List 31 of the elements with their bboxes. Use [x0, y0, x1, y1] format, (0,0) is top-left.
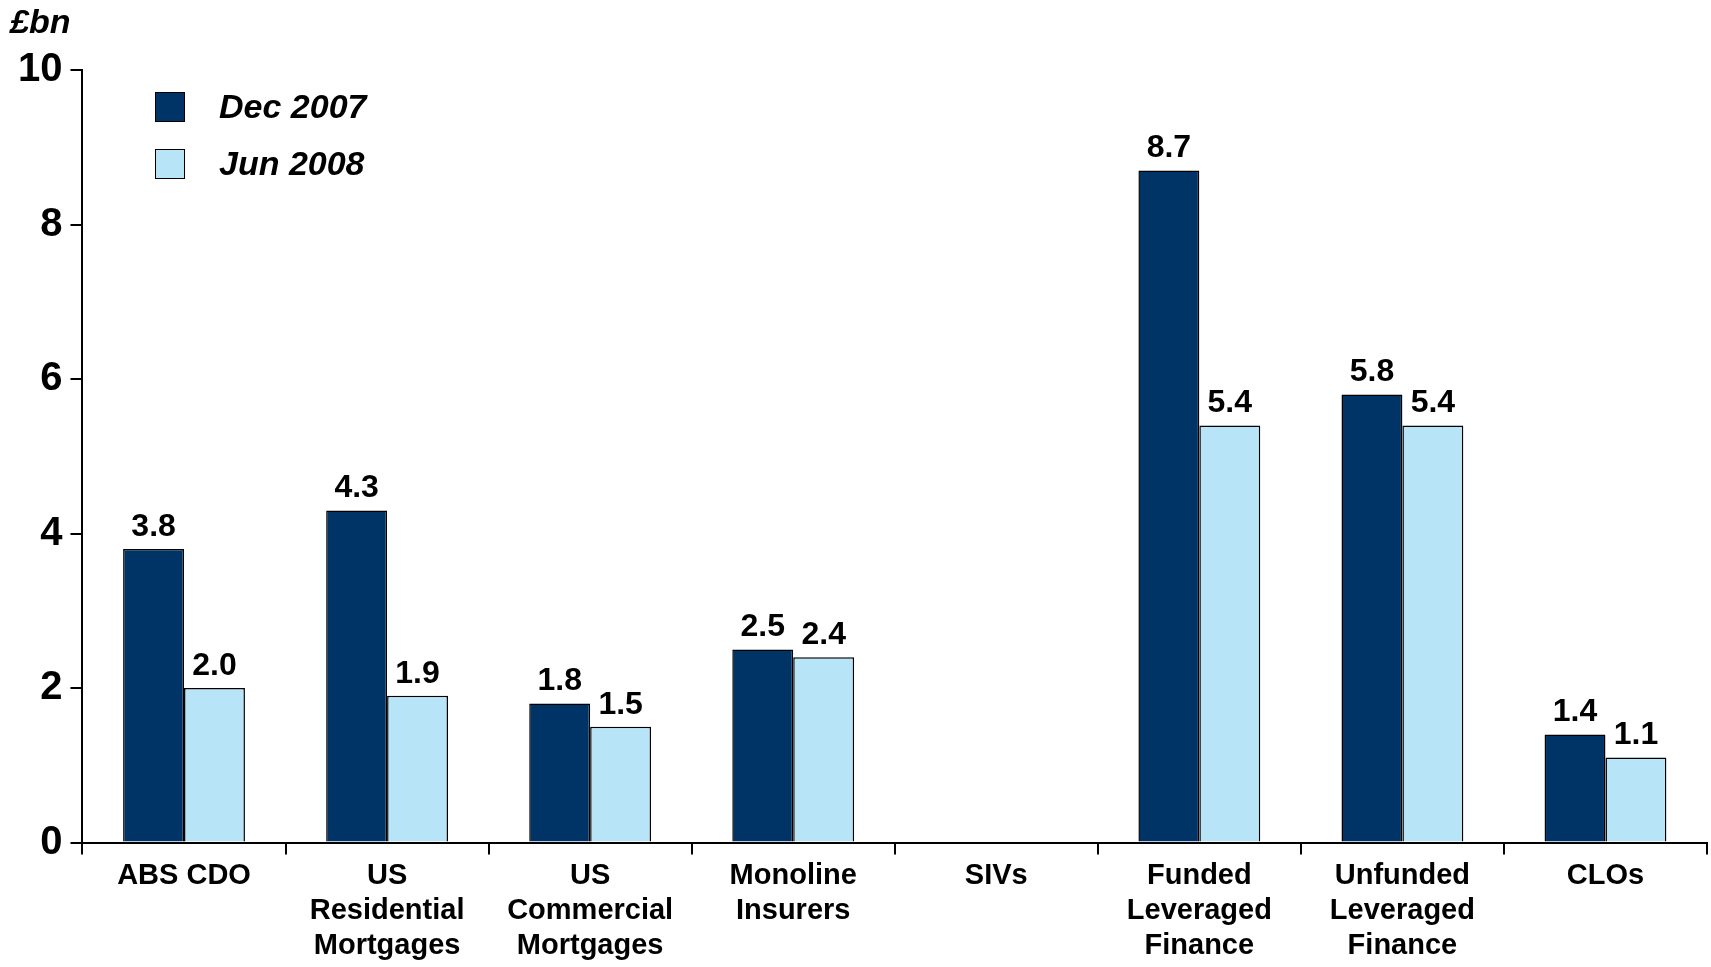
- x-tick-label: Unfunded Leveraged Finance: [1329, 858, 1475, 960]
- legend-label: Jun 2008: [219, 144, 365, 183]
- y-tick-label: 8: [40, 199, 63, 244]
- x-tick-label: US Residential Mortgages: [309, 858, 465, 960]
- y-axis-title: £bn: [10, 2, 71, 41]
- data-label: 5.4: [1410, 383, 1456, 420]
- data-label: 1.5: [598, 684, 643, 721]
- x-tick-label: CLOs: [1566, 858, 1645, 890]
- data-label: 1.4: [1552, 692, 1598, 729]
- data-label: 3.8: [131, 506, 176, 543]
- data-label: 4.3: [334, 468, 379, 505]
- x-tick-label: SIVs: [964, 858, 1028, 890]
- data-label: 5.8: [1349, 352, 1395, 389]
- data-label: 8.7: [1146, 128, 1192, 165]
- x-tick-label: US Commercial Mortgages: [507, 858, 674, 960]
- data-label: 1.1: [1613, 715, 1659, 752]
- x-tick-label: Funded Leveraged Finance: [1126, 858, 1272, 960]
- y-tick-label: 2: [40, 663, 63, 708]
- data-label: 2.4: [801, 615, 847, 651]
- data-label: 5.4: [1207, 383, 1253, 420]
- y-tick-label: 10: [17, 45, 63, 90]
- y-tick-label: 6: [40, 354, 63, 399]
- data-label: 2.5: [740, 607, 785, 644]
- x-tick-label: ABS CDO: [117, 858, 251, 890]
- legend-label: Dec 2007: [219, 87, 367, 126]
- data-label: 2.0: [192, 645, 237, 682]
- y-tick-label: 0: [40, 817, 63, 862]
- data-label: 1.8: [537, 661, 582, 698]
- x-tick-label: Monoline Insurers: [729, 858, 857, 925]
- y-tick-label: 4: [40, 508, 64, 553]
- data-label: 1.9: [395, 653, 440, 690]
